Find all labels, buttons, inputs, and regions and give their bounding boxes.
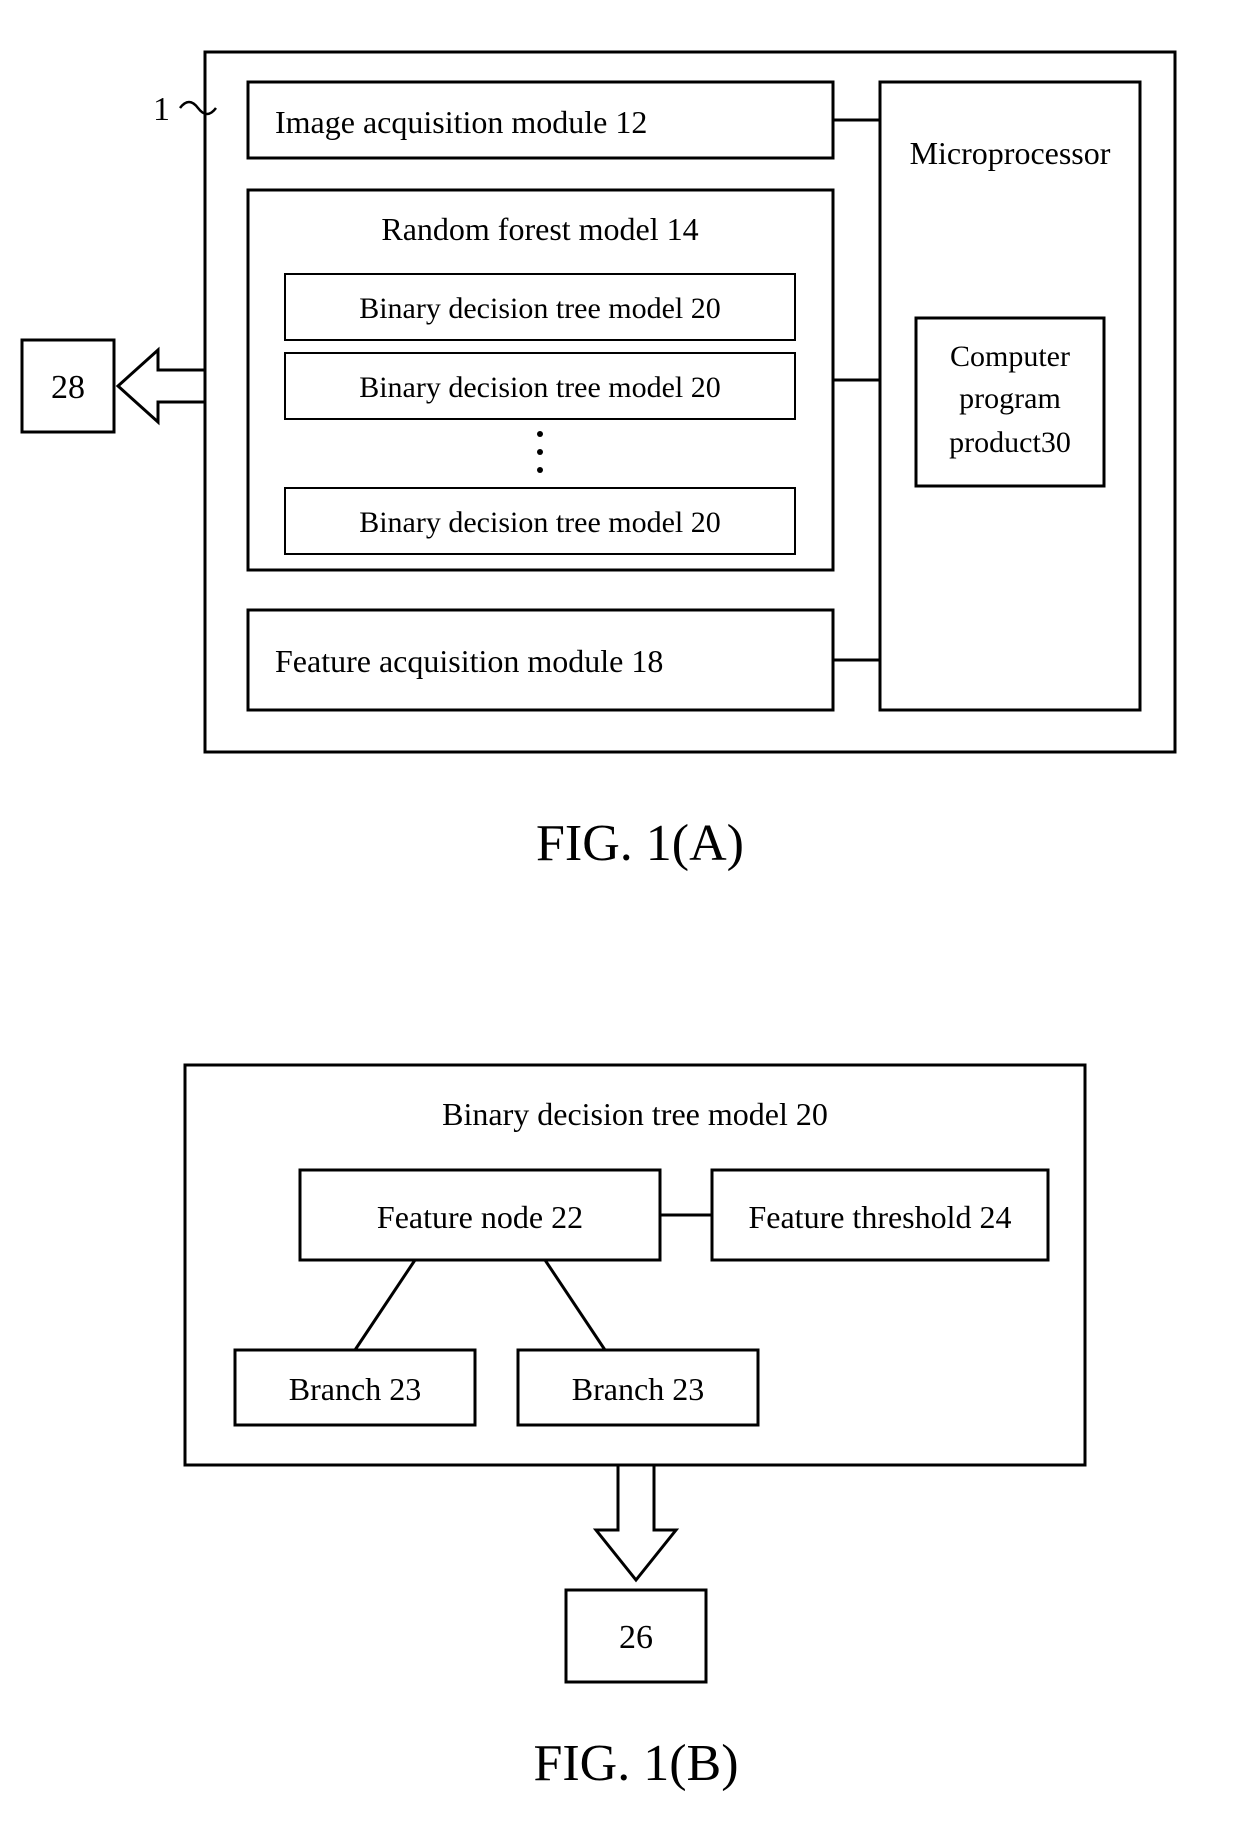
figure-1a: 1 Image acquisition module 12 Random for…: [22, 52, 1175, 872]
ellipsis-dot: [537, 431, 543, 437]
box-28-label: 28: [51, 369, 85, 406]
arrow-down-icon: [596, 1465, 676, 1580]
feature-node-label: Feature node 22: [377, 1199, 583, 1235]
feature-acquisition-module-label: Feature acquisition module 18: [275, 643, 663, 679]
microprocessor-label: Microprocessor: [910, 135, 1111, 171]
computer-program-product-l3: product30: [949, 426, 1071, 459]
ellipsis-dot: [537, 449, 543, 455]
figure-1b: Binary decision tree model 20 Feature no…: [185, 1065, 1085, 1792]
feature-threshold-label: Feature threshold 24: [748, 1199, 1011, 1235]
binary-tree-label-2: Binary decision tree model 20: [359, 371, 721, 404]
branch-label-right: Branch 23: [572, 1371, 704, 1407]
computer-program-product-l1: Computer: [950, 340, 1070, 373]
fig-b-title: Binary decision tree model 20: [442, 1096, 828, 1132]
binary-tree-label-1: Binary decision tree model 20: [359, 292, 721, 325]
ref-number-1: 1: [153, 91, 170, 128]
box-26-label: 26: [619, 1619, 653, 1656]
binary-tree-label-3: Binary decision tree model 20: [359, 506, 721, 539]
computer-program-product-l2: program: [959, 382, 1061, 415]
ellipsis-dot: [537, 467, 543, 473]
branch-label-left: Branch 23: [289, 1371, 421, 1407]
fig-b-caption: FIG. 1(B): [533, 1735, 738, 1792]
fig-a-caption: FIG. 1(A): [536, 815, 744, 872]
arrow-left-icon: [118, 350, 205, 422]
image-acquisition-module-label: Image acquisition module 12: [275, 104, 647, 140]
random-forest-label: Random forest model 14: [381, 211, 698, 247]
